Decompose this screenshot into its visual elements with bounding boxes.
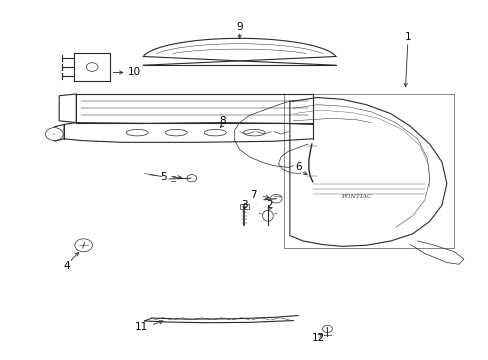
Text: 10: 10 (127, 67, 141, 77)
Ellipse shape (262, 211, 273, 221)
FancyBboxPatch shape (240, 204, 248, 209)
Text: PONTIAC: PONTIAC (341, 194, 371, 199)
Circle shape (270, 194, 282, 203)
Ellipse shape (165, 130, 187, 136)
Circle shape (186, 175, 196, 182)
Ellipse shape (204, 130, 226, 136)
Text: 6: 6 (294, 162, 301, 172)
Text: 1: 1 (404, 32, 410, 41)
Text: 3: 3 (241, 200, 247, 210)
Circle shape (322, 325, 331, 332)
Text: 7: 7 (249, 190, 256, 200)
Text: 9: 9 (236, 22, 243, 32)
Ellipse shape (243, 130, 264, 136)
Text: 11: 11 (134, 322, 148, 332)
Text: 5: 5 (160, 172, 166, 182)
Text: 12: 12 (311, 333, 325, 343)
Ellipse shape (126, 130, 148, 136)
Circle shape (86, 63, 98, 71)
Circle shape (75, 239, 92, 252)
Text: 2: 2 (266, 200, 273, 210)
Circle shape (45, 128, 63, 140)
Text: 4: 4 (63, 261, 70, 271)
Text: 8: 8 (219, 116, 225, 126)
